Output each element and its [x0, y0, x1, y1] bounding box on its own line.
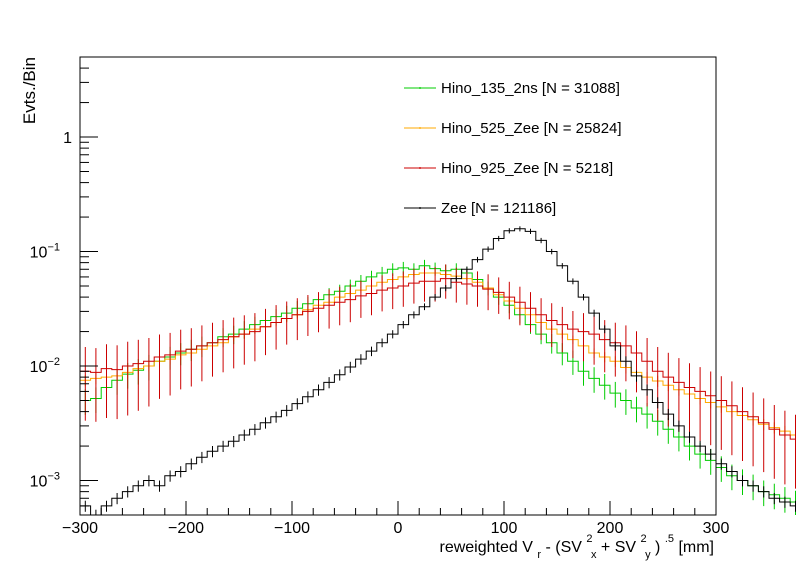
x-label-part: )	[655, 539, 660, 556]
legend-entry-Zee: Zee [N = 121186]	[404, 200, 556, 217]
series-line-Hino_925_Zee	[80, 278, 796, 440]
series-line-Zee	[80, 228, 796, 516]
series-Hino_925_Zee	[80, 264, 796, 489]
x-label-part: + SV	[601, 539, 636, 556]
legend-label: Zee [N = 121186]	[441, 200, 556, 217]
y-tick-label: 10−3	[30, 471, 60, 491]
x-label-part: - (SV	[545, 539, 582, 556]
x-label-sup: 2	[586, 533, 592, 545]
x-tick-label: 100	[491, 520, 518, 537]
x-label-unit: [mm]	[678, 539, 714, 556]
x-label-sub: x	[591, 549, 597, 561]
x-tick-label: 0	[394, 520, 403, 537]
y-tick-label: 10−1	[30, 242, 60, 262]
legend: Hino_135_2ns [N = 31088] Hino_525_Zee [N …	[404, 80, 622, 217]
x-tick-label: −200	[168, 520, 204, 537]
x-label-sup: 2	[641, 533, 647, 545]
legend-entry-Hino_925_Zee: Hino_925_Zee [N = 5218]	[404, 160, 613, 177]
x-label-sub: y	[645, 549, 651, 561]
y-tick-label: 1	[63, 130, 72, 147]
x-axis-label: reweighted V r - (SV 2 x + SV 2 y ) .5 […	[440, 529, 715, 562]
x-label-part: reweighted V	[440, 539, 534, 556]
histogram-series-layer	[80, 226, 796, 516]
legend-label: Hino_925_Zee [N = 5218]	[441, 160, 613, 177]
legend-entry-Hino_525_Zee: Hino_525_Zee [N = 25824]	[404, 120, 622, 137]
legend-label: Hino_525_Zee [N = 25824]	[441, 120, 622, 137]
x-tick-label: 300	[703, 520, 730, 537]
legend-entry-Hino_135_2ns: Hino_135_2ns [N = 31088]	[404, 80, 620, 97]
y-axis-label: Evts./Bin	[20, 57, 39, 124]
x-label-sup: .5	[665, 533, 674, 545]
x-tick-label: −100	[274, 520, 310, 537]
series-Zee	[80, 226, 796, 516]
legend-label: Hino_135_2ns [N = 31088]	[441, 80, 620, 97]
y-tick-label: 10−2	[30, 356, 60, 376]
x-tick-label: −300	[62, 520, 98, 537]
x-tick-label: 200	[597, 520, 624, 537]
axis-ticks: −300 −200 −100 0 100 200 300 10−3 10−2 10−1 1	[30, 56, 730, 537]
x-label-sub: r	[537, 549, 541, 561]
